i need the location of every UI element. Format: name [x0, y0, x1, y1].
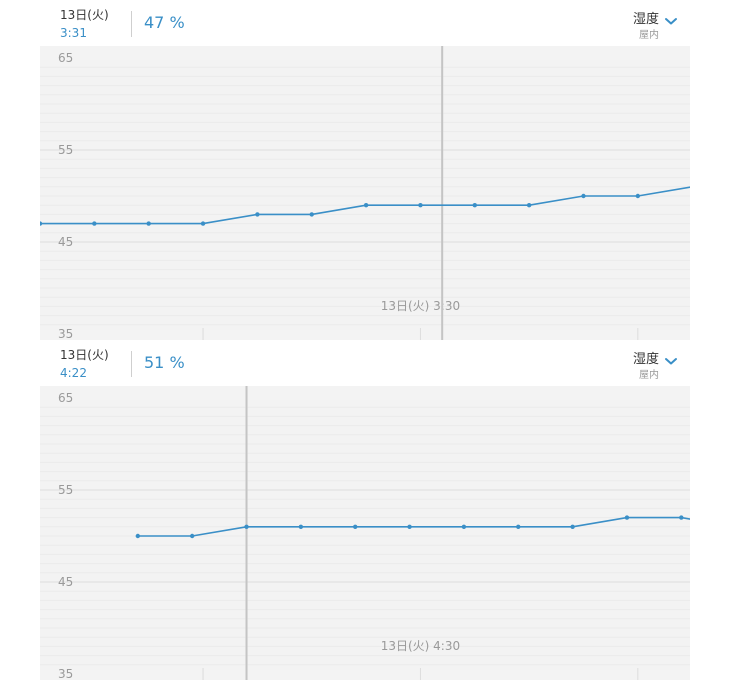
data-point [146, 221, 151, 226]
data-point [135, 533, 141, 539]
date-label: 13日(火) [60, 8, 109, 22]
humidity-panel-1: 13日(火) 3:31 47 % 湿度 屋内 65 55 45 35 13日(火) 3:… [0, 0, 730, 340]
data-point [526, 203, 532, 208]
plot-background [40, 386, 690, 680]
data-point [516, 524, 521, 529]
y-tick-label: 35 [58, 327, 73, 340]
y-tick-label: 65 [58, 391, 73, 405]
humidity-value: 51 % [144, 353, 185, 372]
data-point [570, 524, 575, 529]
y-tick-label: 55 [58, 143, 73, 157]
data-point [581, 193, 586, 199]
divider [131, 351, 132, 377]
time-label: 3:31 [60, 26, 87, 40]
data-point [255, 212, 260, 217]
humidity-value: 47 % [144, 13, 185, 32]
humidity-panel-2: 13日(火) 4:22 51 % 湿度 屋内 65 55 45 35 13日(火) 4:… [0, 340, 730, 680]
data-point [635, 193, 641, 199]
data-point [92, 221, 97, 226]
divider [131, 11, 132, 37]
date-label: 13日(火) [60, 348, 109, 362]
y-tick-label: 45 [58, 235, 73, 249]
data-point [418, 203, 423, 208]
data-point [363, 203, 369, 208]
series-group [135, 515, 690, 539]
y-tick-label: 65 [58, 51, 73, 65]
data-point [298, 524, 304, 529]
data-point [189, 533, 195, 539]
series-group [40, 186, 690, 226]
time-label: 4:22 [60, 366, 87, 380]
metric-selector-label[interactable]: 湿度 [632, 12, 659, 27]
y-tick-label: 45 [58, 575, 73, 589]
data-point [200, 221, 206, 226]
data-point [353, 524, 358, 529]
chevron-down-icon[interactable] [663, 13, 679, 29]
data-point [407, 524, 412, 529]
data-point [624, 515, 630, 520]
data-point [309, 212, 314, 217]
location-label: 屋内 [639, 30, 659, 41]
plot-background [40, 46, 690, 340]
location-label: 屋内 [639, 370, 659, 381]
panel-header: 13日(火) 3:31 47 % 湿度 屋内 [0, 0, 730, 46]
chevron-down-icon[interactable] [663, 353, 679, 369]
data-point [40, 221, 43, 226]
humidity-series-line [137, 516, 690, 537]
y-tick-label: 55 [58, 483, 73, 497]
y-tick-label: 35 [58, 667, 73, 680]
x-tick-label: 13日(火) 3:30 [381, 299, 460, 313]
data-point [679, 515, 684, 520]
data-point [472, 203, 477, 208]
data-point [244, 524, 249, 529]
x-tick-label: 13日(火) 4:30 [381, 639, 460, 653]
panel-header: 13日(火) 4:22 51 % 湿度 屋内 [0, 340, 730, 386]
data-point [461, 524, 467, 529]
metric-selector-label[interactable]: 湿度 [632, 352, 659, 367]
